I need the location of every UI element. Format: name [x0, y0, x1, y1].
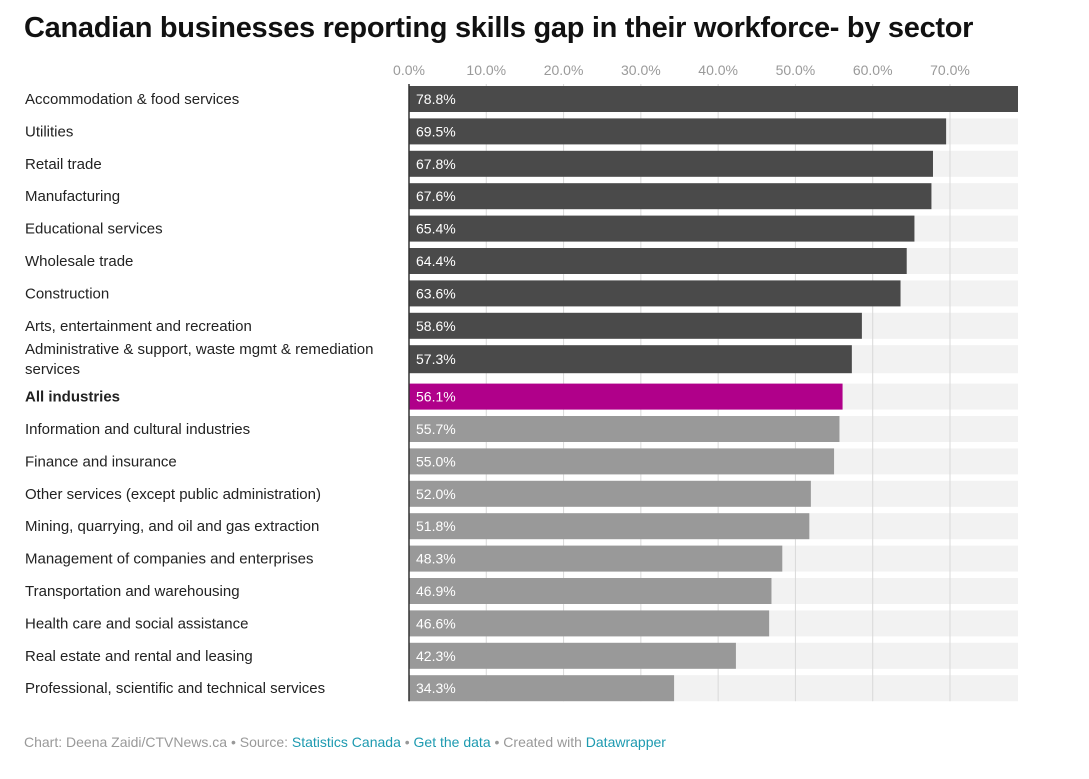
bar — [409, 215, 915, 242]
bar — [409, 578, 772, 604]
bar — [409, 610, 770, 637]
category-label: Arts, entertainment and recreation — [25, 318, 252, 335]
category-label: Utilities — [25, 123, 73, 140]
bar — [409, 86, 1018, 112]
category-label: Professional, scientific and technical s… — [25, 680, 325, 697]
footer-separator: • — [490, 734, 504, 750]
footer-separator: • — [400, 734, 414, 750]
bar — [409, 248, 907, 274]
value-label: 52.0% — [416, 486, 456, 502]
category-label: Health care and social assistance — [25, 615, 248, 632]
x-tick-label: 50.0% — [776, 62, 816, 78]
source-prefix: Source: — [239, 734, 289, 750]
x-tick-label: 0.0% — [393, 62, 425, 78]
category-label: All industries — [25, 389, 120, 406]
chart-title: Canadian businesses reporting skills gap… — [24, 12, 974, 44]
category-label: Construction — [25, 285, 109, 302]
value-label: 46.9% — [416, 583, 456, 599]
category-label: Information and cultural industries — [25, 421, 250, 438]
footer-separator: • — [227, 734, 240, 750]
chart-credit: Chart: Deena Zaidi/CTVNews.ca — [24, 734, 228, 750]
value-label: 67.8% — [416, 156, 456, 172]
category-label: Manufacturing — [25, 188, 120, 205]
value-label: 48.3% — [416, 551, 456, 567]
category-label: Administrative & support, waste mgmt & r… — [25, 341, 373, 378]
value-label: 51.8% — [416, 518, 456, 534]
value-label: 34.3% — [416, 680, 456, 696]
value-label: 69.5% — [416, 123, 456, 139]
bar — [409, 513, 810, 540]
category-label: Retail trade — [25, 156, 102, 173]
value-label: 64.4% — [416, 253, 456, 269]
bar — [409, 545, 783, 572]
category-label-line: Administrative & support, waste mgmt & r… — [25, 341, 373, 358]
value-label: 78.8% — [416, 91, 456, 107]
created-with-text: Created with — [503, 734, 582, 750]
bar — [409, 642, 736, 669]
value-label: 57.3% — [416, 351, 456, 367]
bar — [409, 183, 932, 210]
category-label: Educational services — [25, 221, 163, 238]
value-label: 55.7% — [416, 421, 456, 437]
value-label: 56.1% — [416, 389, 456, 405]
source-link[interactable]: Statistics Canada — [291, 734, 401, 750]
chart-footer: Chart: Deena Zaidi/CTVNews.ca • Source: … — [24, 734, 666, 750]
datawrapper-link[interactable]: Datawrapper — [585, 734, 666, 750]
get-data-link[interactable]: Get the data — [413, 734, 491, 750]
value-label: 55.0% — [416, 453, 456, 469]
bar — [409, 480, 811, 507]
value-labels: 78.8% 69.5% 67.8% 67.6% 65.4% 64.4% 63.6% 58.6%… — [416, 91, 456, 696]
bar — [409, 448, 835, 475]
x-tick-label: 70.0% — [930, 62, 970, 78]
value-label: 46.6% — [416, 615, 456, 631]
x-tick-label: 60.0% — [853, 62, 893, 78]
category-label: Real estate and rental and leasing — [25, 648, 253, 665]
value-label: 42.3% — [416, 648, 456, 664]
bars — [409, 86, 1018, 702]
category-label: Wholesale trade — [25, 253, 133, 270]
category-labels: Accommodation & food services Utilities Re… — [25, 91, 373, 697]
bar — [409, 312, 862, 339]
category-label: Transportation and warehousing — [25, 583, 240, 600]
bar — [409, 280, 901, 307]
bar — [409, 118, 947, 145]
x-axis-ticks: 0.0% 10.0% 20.0% 30.0% 40.0% 50.0% 60.0% 70.0% — [393, 62, 970, 78]
value-label: 65.4% — [416, 221, 456, 237]
value-label: 58.6% — [416, 318, 456, 334]
value-label: 67.6% — [416, 188, 456, 204]
bar — [409, 345, 852, 374]
x-tick-label: 20.0% — [544, 62, 584, 78]
bar — [409, 416, 840, 442]
category-label-line: services — [25, 361, 80, 378]
bar — [409, 675, 675, 702]
category-label: Finance and insurance — [25, 453, 177, 470]
bar — [409, 150, 933, 177]
x-tick-label: 30.0% — [621, 62, 661, 78]
category-label: Other services (except public administra… — [25, 486, 321, 503]
category-label: Management of companies and enterprises — [25, 551, 314, 568]
x-tick-label: 10.0% — [466, 62, 506, 78]
x-tick-label: 40.0% — [698, 62, 738, 78]
value-label: 63.6% — [416, 285, 456, 301]
category-label: Accommodation & food services — [25, 91, 239, 108]
category-label: Mining, quarrying, and oil and gas extra… — [25, 518, 319, 535]
bar — [409, 383, 843, 410]
